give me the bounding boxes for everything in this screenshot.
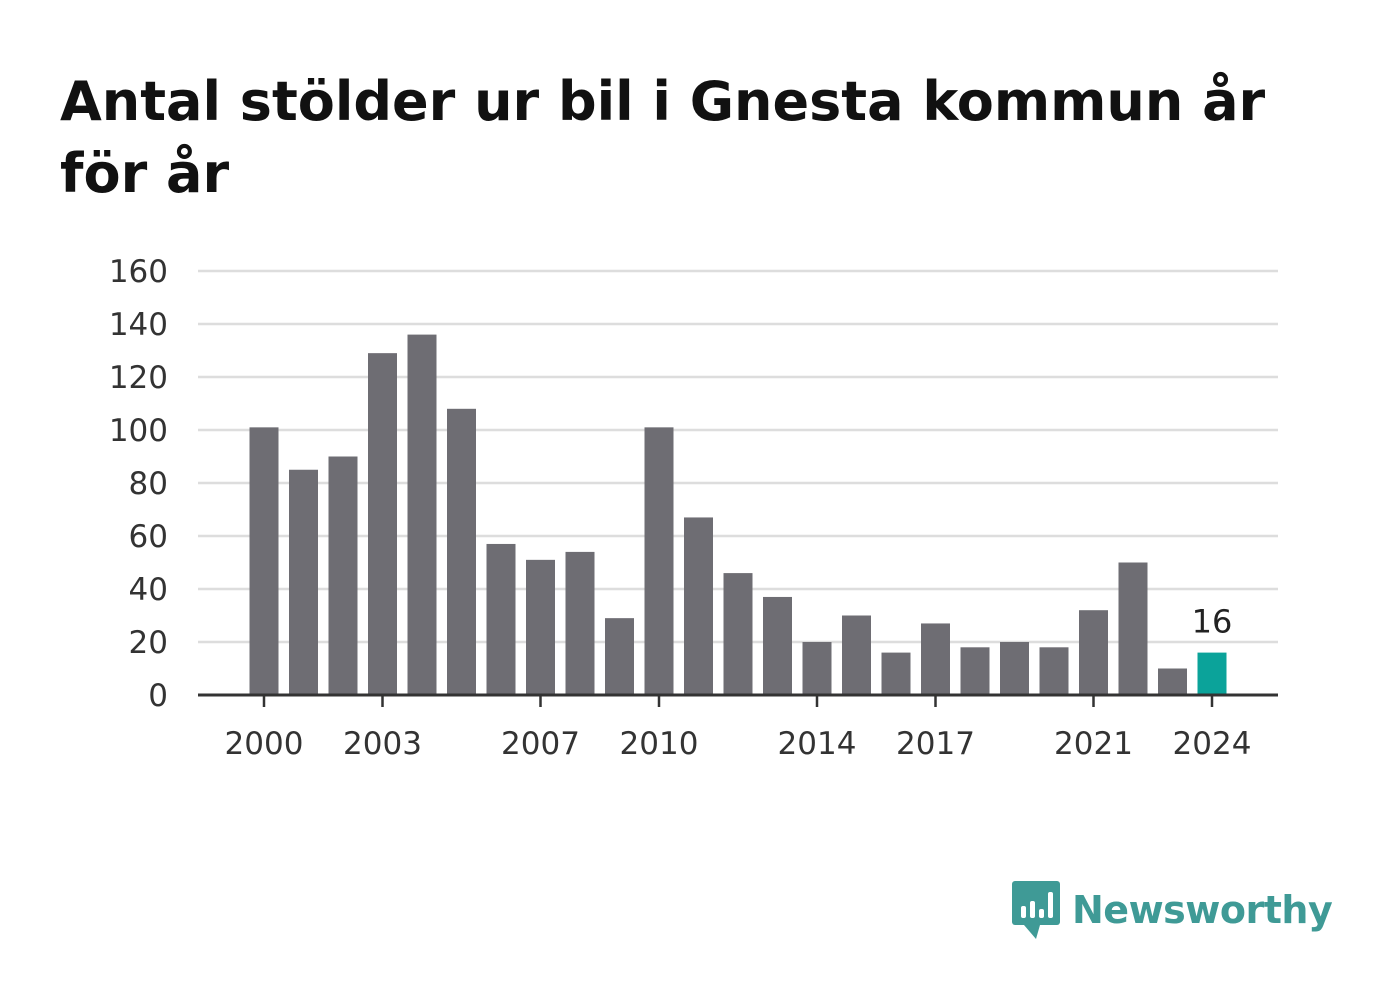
y-tick-label: 20 [129, 625, 168, 661]
y-tick-label: 100 [109, 413, 168, 449]
x-tick-label: 2024 [1173, 726, 1252, 762]
chart-title: Antal stölder ur bil i Gnesta kommun år … [60, 70, 1266, 205]
bar-2002 [328, 456, 358, 695]
y-tick-label: 120 [109, 360, 168, 396]
bar-2021 [1079, 610, 1108, 695]
bar-2008 [565, 551, 595, 695]
brand-logo: Newsworthy [1010, 878, 1333, 942]
x-tick-label: 2014 [778, 726, 857, 762]
x-tick-label: 2021 [1054, 726, 1133, 762]
bar-2022 [1118, 562, 1148, 695]
data-label: 16 [1192, 603, 1233, 641]
bar-2004 [407, 334, 437, 695]
bar-2024 [1197, 652, 1227, 695]
bar-2007 [526, 559, 555, 695]
bar-2001 [289, 469, 318, 695]
x-tick-label: 2000 [225, 726, 304, 762]
x-tick-label: 2003 [343, 726, 422, 762]
bar-2003 [368, 353, 397, 695]
y-tick-label: 60 [129, 519, 168, 555]
bar-2009 [605, 618, 634, 695]
bar-2005 [447, 408, 476, 695]
bar-2019 [1000, 642, 1029, 695]
bar-2016 [881, 652, 911, 695]
bar-2018 [960, 647, 990, 695]
bar-2011 [684, 517, 713, 695]
bar-2010 [644, 427, 674, 695]
brand-name: Newsworthy [1072, 888, 1333, 932]
x-tick-label: 2007 [501, 726, 580, 762]
bar-2014 [802, 642, 832, 695]
y-tick-label: 160 [109, 254, 168, 290]
y-tick-label: 40 [129, 572, 168, 608]
bar-2020 [1039, 647, 1069, 695]
bar-2006 [486, 543, 516, 695]
y-tick-label: 140 [109, 307, 168, 343]
y-tick-label: 0 [148, 678, 168, 714]
x-tick-label: 2010 [620, 726, 699, 762]
newsworthy-logo-icon [1012, 881, 1060, 939]
y-tick-label: 80 [129, 466, 168, 502]
bar-2000 [249, 427, 279, 695]
bar-2023 [1158, 668, 1187, 695]
bar-2017 [921, 623, 950, 695]
bar-2013 [763, 596, 792, 695]
bar-2012 [723, 573, 753, 695]
x-tick-label: 2017 [896, 726, 975, 762]
bar-2015 [842, 615, 871, 695]
